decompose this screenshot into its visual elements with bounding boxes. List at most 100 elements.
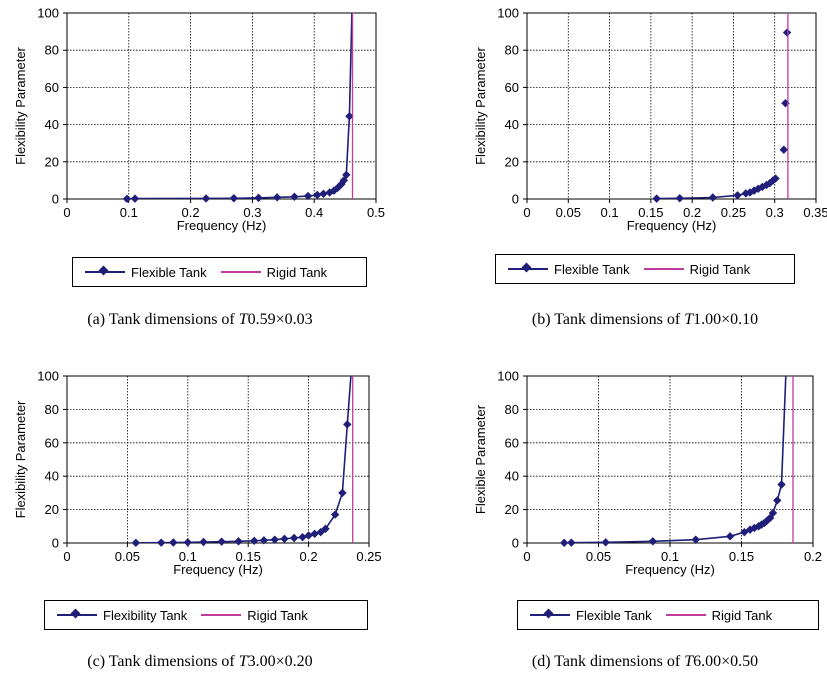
legend-swatch-rigid xyxy=(665,609,706,621)
legend-swatch-rigid xyxy=(643,263,684,275)
legend-label: Flexible Tank xyxy=(131,264,207,280)
legend-a: Flexible Tank Rigid Tank xyxy=(72,257,367,287)
data-point-marker xyxy=(304,531,313,540)
data-point-marker xyxy=(758,182,767,192)
legend-entry-rigid: Rigid Tank xyxy=(220,264,328,280)
chart-panel-a: 0 0.1 0.2 0.3 0.4 0.5 0 20 40 60 80 100 Frequency (H… xyxy=(0,0,400,340)
legend-d: Flexible Tank Rigid Tank xyxy=(517,600,819,630)
plot-frame xyxy=(66,375,370,544)
data-point-marker xyxy=(567,538,576,547)
data-point-marker xyxy=(777,480,786,489)
y-tick-label: 20 xyxy=(505,154,519,169)
y-tick-label: 80 xyxy=(45,402,59,417)
x-tick-label: 0.15 xyxy=(638,205,663,220)
data-point-marker xyxy=(345,112,354,121)
x-tick-label: 0 xyxy=(63,205,70,220)
data-point-marker xyxy=(199,537,208,547)
y-tick-label: 80 xyxy=(505,43,519,58)
data-point-marker xyxy=(601,538,610,547)
x-tick-label: 0.3 xyxy=(766,205,784,220)
y-tick-label: 60 xyxy=(45,80,59,95)
data-point-marker xyxy=(741,189,751,198)
legend-swatch-flexible xyxy=(85,265,125,278)
legend-swatch-flexible xyxy=(57,608,97,621)
data-point-marker xyxy=(771,174,780,183)
legend-label: Rigid Tank xyxy=(711,607,773,623)
data-point-marker xyxy=(298,532,307,542)
y-tick-label: 0 xyxy=(52,192,59,207)
data-point-marker xyxy=(330,510,340,519)
legend-entry-flexible: Flexibility Tank xyxy=(57,608,187,623)
chart-b: 0 0.05 0.1 0.15 0.2 0.25 0.3 0.35 0 20 40 60 80 100 Fr… xyxy=(473,6,827,234)
data-point-marker xyxy=(333,183,342,193)
legend-entry-rigid: Rigid Tank xyxy=(665,607,773,623)
y-tick-label: 60 xyxy=(505,80,519,95)
y-tick-label: 0 xyxy=(512,536,519,551)
chart-panel-c: 0 0.05 0.1 0.15 0.2 0.25 0 20 40 60 80 100 Frequency… xyxy=(0,0,400,684)
data-point-marker xyxy=(270,535,279,544)
y-tick-label: 100 xyxy=(497,369,519,384)
caption-a: (a) Tank dimensions of T0.59×0.03 xyxy=(87,311,313,328)
data-point-marker xyxy=(781,99,790,108)
y-tick-label: 40 xyxy=(45,117,59,132)
legend-label: Rigid Tank xyxy=(689,261,751,277)
y-tick-label: 0 xyxy=(52,536,59,551)
x-tick-label: 0.2 xyxy=(804,549,822,564)
data-point-marker xyxy=(319,189,328,198)
data-point-marker xyxy=(559,538,569,548)
x-tick-label: 0.25 xyxy=(356,549,381,564)
caption-b: (b) Tank dimensions of T1.00×0.10 xyxy=(531,311,759,328)
legend-swatch-flexible xyxy=(508,262,548,275)
legend-b: Flexible Tank Rigid Tank xyxy=(495,254,795,284)
y-tick-label: 20 xyxy=(45,502,59,517)
y-tick-label: 100 xyxy=(37,369,59,384)
data-point-marker xyxy=(725,532,735,541)
data-point-marker xyxy=(290,192,299,201)
x-tick-label: 0.3 xyxy=(243,205,261,220)
data-point-marker xyxy=(234,537,243,546)
chart-panel-b: 0 0.05 0.1 0.15 0.2 0.25 0.3 0.35 0 20 40 60 80 100 Fr… xyxy=(0,0,827,340)
chart-a: 0 0.1 0.2 0.3 0.4 0.5 0 20 40 60 80 100 Frequency (H… xyxy=(13,6,385,234)
x-axis-label: Frequency (Hz) xyxy=(177,218,267,233)
legend-entry-flexible: Flexible Tank xyxy=(508,262,630,277)
y-axis-label: Flexible Parameter xyxy=(473,404,488,514)
y-tick-label: 0 xyxy=(512,192,519,207)
caption-c: (c) Tank dimensions of T3.00×0.20 xyxy=(87,653,313,670)
chart-d: 0 0.05 0.1 0.15 0.2 0 20 40 60 80 100 Frequency (Hz… xyxy=(473,369,822,578)
data-point-marker xyxy=(773,496,782,505)
y-tick-label: 100 xyxy=(37,6,59,21)
legend-label: Rigid Tank xyxy=(266,264,328,280)
data-point-marker xyxy=(648,537,658,546)
data-point-marker xyxy=(289,533,299,543)
y-tick-label: 80 xyxy=(45,43,59,58)
data-point-marker xyxy=(229,194,239,203)
x-tick-label: 0.1 xyxy=(120,205,138,220)
x-axis-label: Frequency (Hz) xyxy=(627,218,717,233)
data-point-marker xyxy=(259,536,269,545)
data-point-marker xyxy=(201,194,211,203)
legend-entry-rigid: Rigid Tank xyxy=(201,608,308,623)
x-tick-label: 0 xyxy=(523,205,530,220)
data-point-marker xyxy=(754,522,763,531)
y-tick-label: 60 xyxy=(45,435,59,450)
data-point-marker xyxy=(254,193,263,203)
x-tick-label: 0.4 xyxy=(305,205,323,220)
data-point-marker xyxy=(183,538,192,547)
data-point-marker xyxy=(217,537,226,546)
data-point-marker xyxy=(765,513,775,523)
legend-entry-flexible: Flexible Tank xyxy=(85,265,207,280)
x-tick-label: 0.15 xyxy=(729,549,754,564)
legend-swatch-flexible xyxy=(530,608,570,621)
data-point-marker xyxy=(338,488,347,498)
x-tick-label: 0.1 xyxy=(601,205,619,220)
x-tick-label: 0.05 xyxy=(586,549,611,564)
data-point-marker xyxy=(303,191,313,201)
data-point-marker xyxy=(130,194,140,203)
data-point-marker xyxy=(675,194,684,203)
data-point-marker xyxy=(157,538,166,547)
data-point-marker xyxy=(313,190,322,200)
y-axis-label: Flexibility Parameter xyxy=(473,46,488,164)
x-axis-label: Frequency (Hz) xyxy=(625,562,715,577)
y-tick-label: 40 xyxy=(505,469,519,484)
